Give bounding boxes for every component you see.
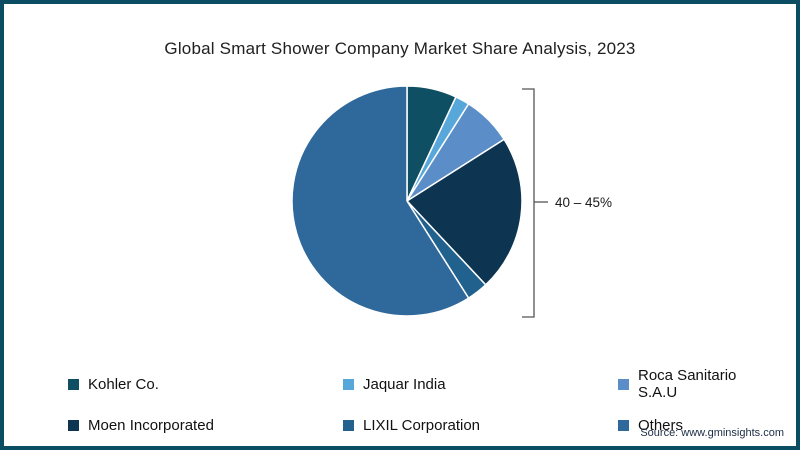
- pie-chart: [291, 85, 523, 317]
- legend-swatch: [618, 378, 629, 390]
- legend-swatch: [68, 420, 79, 431]
- legend-item: Others: [618, 417, 778, 434]
- legend-item: Roca Sanitario S.A.U: [618, 367, 778, 401]
- pie-slice-others: [291, 85, 470, 317]
- legend-item: Jaquar India: [343, 367, 618, 401]
- legend-item: LIXIL Corporation: [343, 417, 618, 434]
- range-annotation-label: 40 – 45%: [555, 195, 613, 210]
- pie-slice-moen-incorporated: [406, 138, 523, 286]
- legend-label: LIXIL Corporation: [363, 417, 481, 434]
- legend-label: Kohler Co.: [88, 375, 159, 393]
- source-text: Source: www.gminsights.com: [640, 427, 784, 439]
- range-bracket: [522, 88, 548, 318]
- legend-item: Moen Incorporated: [68, 417, 343, 434]
- chart-title: Global Smart Shower Company Market Share…: [164, 39, 636, 58]
- legend-label: Roca Sanitario S.A.U: [638, 367, 737, 401]
- legend-swatch: [618, 420, 629, 431]
- legend-swatch: [343, 378, 354, 390]
- legend-swatch: [68, 378, 79, 390]
- legend-item: Kohler Co.: [68, 367, 343, 401]
- legend-label: Others: [638, 417, 684, 434]
- legend-label: Moen Incorporated: [88, 417, 214, 434]
- legend: Kohler Co. Jaquar India Roca Sanitario S.A…: [68, 367, 778, 434]
- legend-label: Jaquar India: [363, 375, 446, 393]
- legend-swatch: [343, 420, 354, 431]
